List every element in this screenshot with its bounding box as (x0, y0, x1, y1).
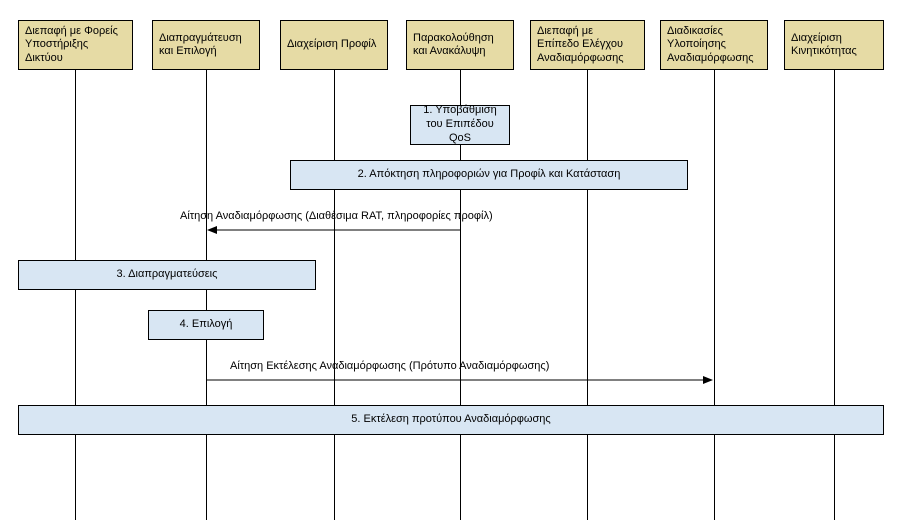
lifeline-p7 (834, 70, 835, 520)
participant-label: Διαδικασίες Υλοποίησης Αναδιαμόρφωσης (667, 25, 761, 65)
participant-label: Διεπαφή με Φορείς Υποστήριξης Δικτύου (25, 25, 126, 65)
step-label: 2. Απόκτηση πληροφοριών για Προφίλ και Κ… (358, 168, 621, 182)
step-1: 1. Υποβάθμιση του Επιπέδου QoS (410, 105, 510, 145)
participant-p4: Παρακολούθηση και Ανακάλυψη (406, 20, 514, 70)
participant-p7: Διαχείριση Κινητικότητας (784, 20, 884, 70)
lifeline-p5 (587, 70, 588, 520)
sequence-diagram: { "type": "sequence-diagram", "canvas": … (0, 0, 906, 526)
step-4: 4. Επιλογή (148, 310, 264, 340)
message-label-2: Αίτηση Εκτέλεσης Αναδιαμόρφωσης (Πρότυπο… (230, 360, 549, 372)
step-label: 4. Επιλογή (180, 318, 233, 332)
participant-p3: Διαχείριση Προφίλ (280, 20, 388, 70)
lifeline-p2 (206, 70, 207, 520)
participant-p6: Διαδικασίες Υλοποίησης Αναδιαμόρφωσης (660, 20, 768, 70)
lifeline-p1 (75, 70, 76, 520)
message-label-1: Αίτηση Αναδιαμόρφωσης (Διαθέσιμα RAT, πλ… (180, 210, 493, 222)
participant-label: Παρακολούθηση και Ανακάλυψη (413, 32, 507, 58)
participant-label: Διαχείριση Προφίλ (287, 38, 376, 51)
participant-label: Διαχείριση Κινητικότητας (791, 32, 877, 58)
participant-label: Διαπραγμάτευση και Επιλογή (159, 32, 253, 58)
participant-p2: Διαπραγμάτευση και Επιλογή (152, 20, 260, 70)
lifeline-p3 (334, 70, 335, 520)
step-5: 5. Εκτέλεση προτύπου Αναδιαμόρφωσης (18, 405, 884, 435)
step-label: 1. Υποβάθμιση του Επιπέδου QoS (417, 104, 503, 145)
participant-label: Διεπαφή με Επίπεδο Ελέγχου Αναδιαμόρφωση… (537, 25, 638, 65)
lifeline-p6 (714, 70, 715, 520)
participant-p5: Διεπαφή με Επίπεδο Ελέγχου Αναδιαμόρφωση… (530, 20, 645, 70)
step-label: 5. Εκτέλεση προτύπου Αναδιαμόρφωσης (351, 413, 550, 427)
step-2: 2. Απόκτηση πληροφοριών για Προφίλ και Κ… (290, 160, 688, 190)
step-3: 3. Διαπραγματεύσεις (18, 260, 316, 290)
participant-p1: Διεπαφή με Φορείς Υποστήριξης Δικτύου (18, 20, 133, 70)
step-label: 3. Διαπραγματεύσεις (117, 268, 218, 282)
